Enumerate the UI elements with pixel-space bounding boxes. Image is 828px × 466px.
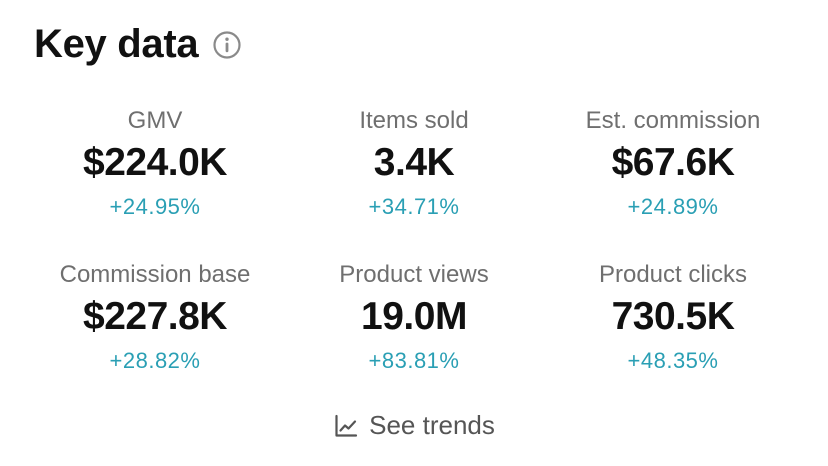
metric-change: +83.81% bbox=[368, 348, 460, 373]
metric-label: Commission base bbox=[59, 261, 251, 288]
metric-value: 3.4K bbox=[373, 141, 455, 184]
metric-est-commission[interactable]: Est. commission $67.6K +24.89% bbox=[542, 104, 804, 258]
metric-label: Items sold bbox=[359, 107, 469, 134]
metric-product-clicks[interactable]: Product clicks 730.5K +48.35% bbox=[542, 258, 804, 412]
metric-value: 730.5K bbox=[611, 295, 735, 338]
see-trends-label: See trends bbox=[369, 410, 495, 440]
page-title: Key data bbox=[34, 22, 199, 66]
metric-change: +24.95% bbox=[109, 194, 201, 219]
footer: See trends bbox=[0, 410, 828, 441]
metrics-grid: GMV $224.0K +24.95% Items sold 3.4K +34.… bbox=[24, 104, 804, 412]
line-chart-icon bbox=[333, 413, 359, 439]
header: Key data bbox=[34, 22, 242, 67]
metric-value: $67.6K bbox=[611, 141, 735, 184]
metric-value: $224.0K bbox=[83, 141, 227, 184]
metric-label: Product views bbox=[339, 261, 489, 288]
metric-commission-base[interactable]: Commission base $227.8K +28.82% bbox=[24, 258, 286, 412]
metric-label: Product clicks bbox=[598, 261, 748, 288]
metric-gmv[interactable]: GMV $224.0K +24.95% bbox=[24, 104, 286, 258]
metric-change: +48.35% bbox=[627, 348, 719, 373]
metric-change: +24.89% bbox=[627, 194, 719, 219]
metric-value: 19.0M bbox=[361, 295, 467, 338]
metric-change: +28.82% bbox=[109, 348, 201, 373]
metric-label: GMV bbox=[127, 107, 183, 134]
metric-items-sold[interactable]: Items sold 3.4K +34.71% bbox=[286, 104, 542, 258]
metric-product-views[interactable]: Product views 19.0M +83.81% bbox=[286, 258, 542, 412]
metric-value: $227.8K bbox=[83, 295, 227, 338]
metric-change: +34.71% bbox=[368, 194, 460, 219]
metric-label: Est. commission bbox=[585, 107, 761, 134]
see-trends-button[interactable]: See trends bbox=[333, 410, 495, 441]
info-icon[interactable] bbox=[212, 30, 242, 60]
